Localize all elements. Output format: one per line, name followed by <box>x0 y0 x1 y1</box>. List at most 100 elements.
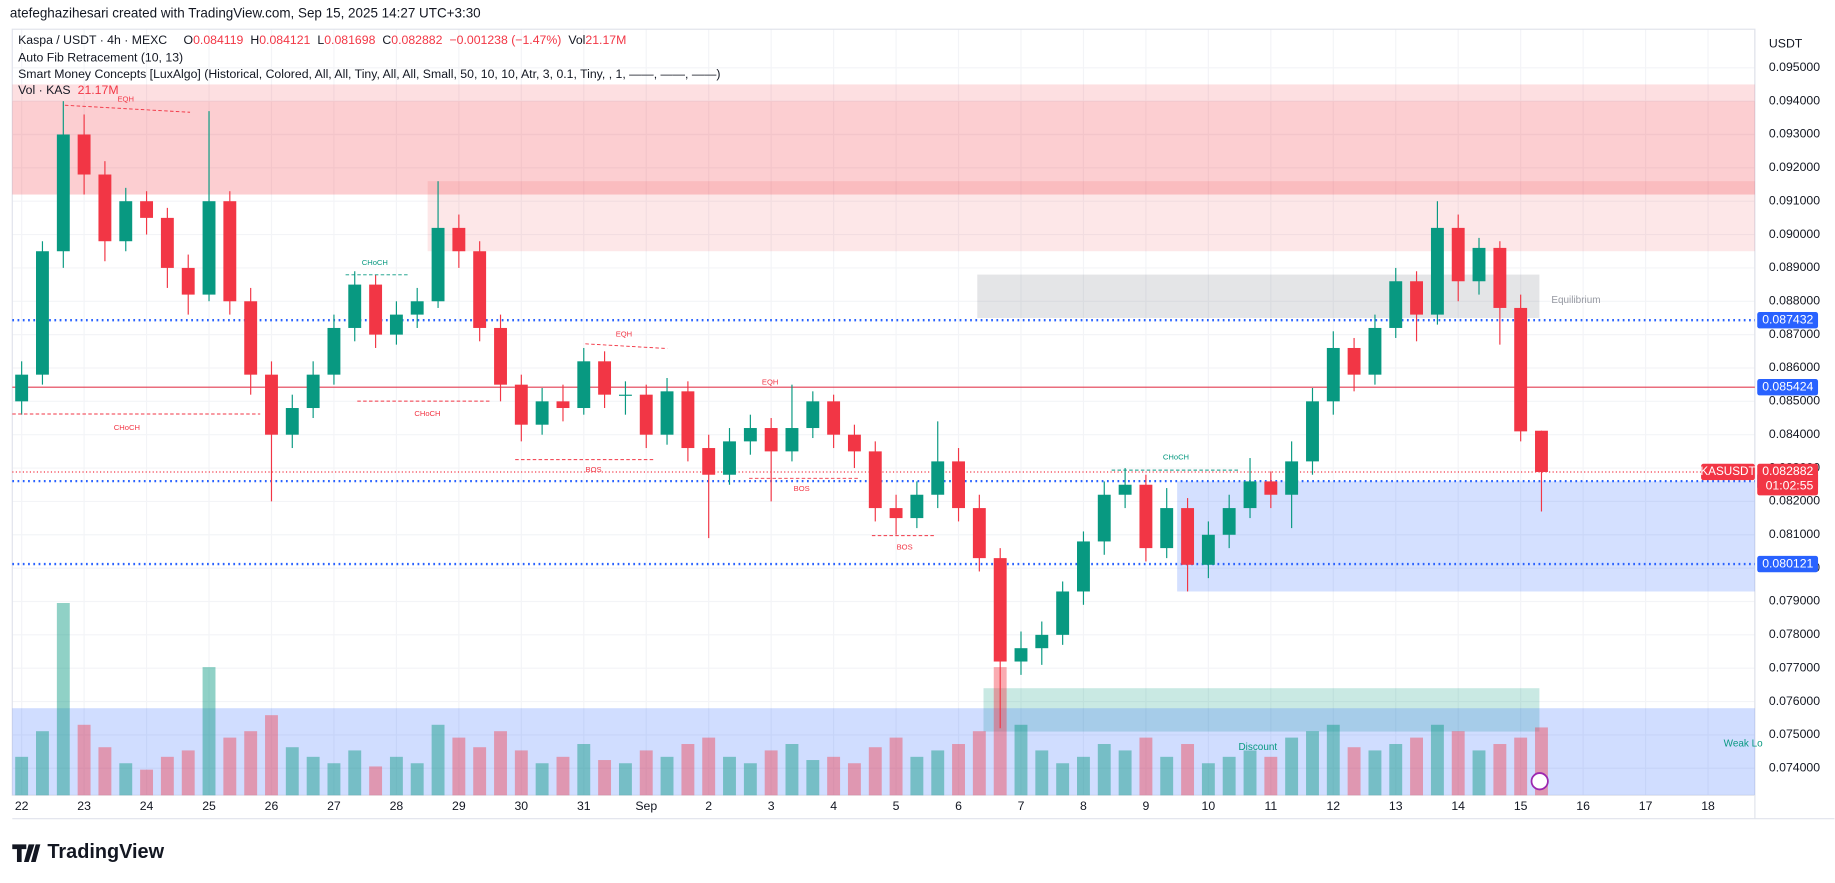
x-tick-label: 29 <box>452 799 466 813</box>
y-tick-label: 0.078000 <box>1769 627 1820 641</box>
candle-body <box>1160 508 1174 549</box>
last-price-bg <box>1757 463 1819 496</box>
volume-bar <box>181 750 195 796</box>
annotation: EQH <box>616 329 632 338</box>
x-tick-label: 5 <box>893 799 900 813</box>
price-label: 0.085424 <box>1762 379 1813 393</box>
legend-key: H <box>250 33 259 47</box>
volume-bar <box>1264 756 1278 796</box>
legend-symbol: Kaspa / USDT · 4h · MEXC <box>18 33 167 47</box>
annotation: Weak Lo <box>1724 738 1764 749</box>
legend-value: 0.084119 <box>193 33 243 47</box>
candle-body <box>618 394 632 396</box>
volume-bar <box>1035 750 1049 796</box>
candle-body <box>285 408 299 435</box>
legend-row: Kaspa / USDT · 4h · MEXC O0.084119 H0.0841… <box>18 33 626 47</box>
y-tick-label: 0.082000 <box>1769 494 1820 508</box>
candle-body <box>1514 307 1528 432</box>
annotation: CHoCH <box>1163 452 1189 461</box>
volume-bar <box>514 750 528 796</box>
zone <box>1177 481 1755 592</box>
countdown: 01:02:55 <box>1766 478 1814 492</box>
zone <box>977 274 1540 318</box>
volume-bar <box>910 756 924 796</box>
volume-bar <box>1097 744 1111 796</box>
x-tick-label: 31 <box>577 799 591 813</box>
candle-body <box>410 301 424 315</box>
x-tick-label: 17 <box>1639 799 1653 813</box>
y-tick-label: 0.089000 <box>1769 260 1820 274</box>
legend-value: 21.17M <box>585 33 626 47</box>
y-tick-label: 0.095000 <box>1769 60 1820 74</box>
candle-body <box>827 401 841 435</box>
y-tick-label: 0.076000 <box>1769 694 1820 708</box>
candle-body <box>1347 347 1361 375</box>
volume-bar <box>889 737 903 796</box>
x-tick-label: 13 <box>1389 799 1403 813</box>
candle-body <box>639 394 653 435</box>
candle-body <box>244 301 258 375</box>
x-tick-label: 2 <box>705 799 712 813</box>
volume-bar <box>764 750 778 796</box>
legend-change: −0.001238 (−1.47%) <box>449 33 561 47</box>
zone <box>427 181 1755 252</box>
caption: atefeghazihesari created with TradingVie… <box>10 6 481 21</box>
candle-body <box>1118 484 1132 495</box>
candle-body <box>764 428 778 452</box>
volume-bar <box>265 715 278 796</box>
candle-body <box>723 441 736 475</box>
volume-bar <box>1306 731 1319 796</box>
volume-bar <box>431 724 445 796</box>
volume-bar <box>743 763 757 796</box>
zones <box>12 84 1755 795</box>
x-tick-label: 28 <box>390 799 404 813</box>
price-label-bg <box>1757 312 1819 329</box>
volume-bar <box>1472 750 1486 796</box>
x-tick-label: 25 <box>202 799 216 813</box>
candle-body <box>348 284 362 328</box>
volume-bar <box>160 756 174 796</box>
x-tick-label: 24 <box>140 799 154 813</box>
candle-body <box>702 448 716 475</box>
volume-bar <box>556 756 570 796</box>
annotation: CHoCH <box>114 423 140 432</box>
candles <box>15 101 1548 729</box>
candle-body <box>369 284 383 335</box>
x-tick-label: 10 <box>1202 799 1216 813</box>
volume-bar <box>1056 763 1070 796</box>
candle-body <box>327 327 341 375</box>
volume-bar <box>119 763 133 796</box>
volume-bar <box>577 744 591 796</box>
candle-body <box>1222 508 1236 535</box>
volume-bar <box>639 750 653 796</box>
volume-bar <box>494 731 507 796</box>
annotation: Equilibrium <box>1551 295 1600 306</box>
candle-body <box>473 251 487 328</box>
volume-bar <box>931 750 945 796</box>
volume-bar <box>1389 744 1403 796</box>
levels <box>12 319 1755 566</box>
volume-value: 21.17M <box>78 83 119 97</box>
volume-bar <box>993 667 1007 796</box>
candle-body <box>743 428 757 442</box>
candle-body <box>1472 247 1486 282</box>
candle-body <box>1430 227 1444 315</box>
candle-body <box>1285 461 1299 495</box>
candle-body <box>1451 227 1465 282</box>
candle-body <box>119 201 133 242</box>
x-tick-label: 9 <box>1142 799 1149 813</box>
alert-icon <box>1530 772 1549 791</box>
structure-line <box>64 104 191 113</box>
y-tick-label: 0.092000 <box>1769 160 1820 174</box>
x-tick-label: Sep <box>635 799 657 813</box>
candle-body <box>1410 281 1423 315</box>
indicator-legend: Smart Money Concepts [LuxAlgo] (Historic… <box>18 67 720 81</box>
y-tick-label: 0.077000 <box>1769 660 1820 674</box>
last-price-label: 0.082882 <box>1762 464 1813 478</box>
candle-body <box>806 401 820 429</box>
volume-bar <box>244 731 258 796</box>
annotation: Discount <box>1238 742 1277 753</box>
annotation: BOS <box>897 542 913 551</box>
